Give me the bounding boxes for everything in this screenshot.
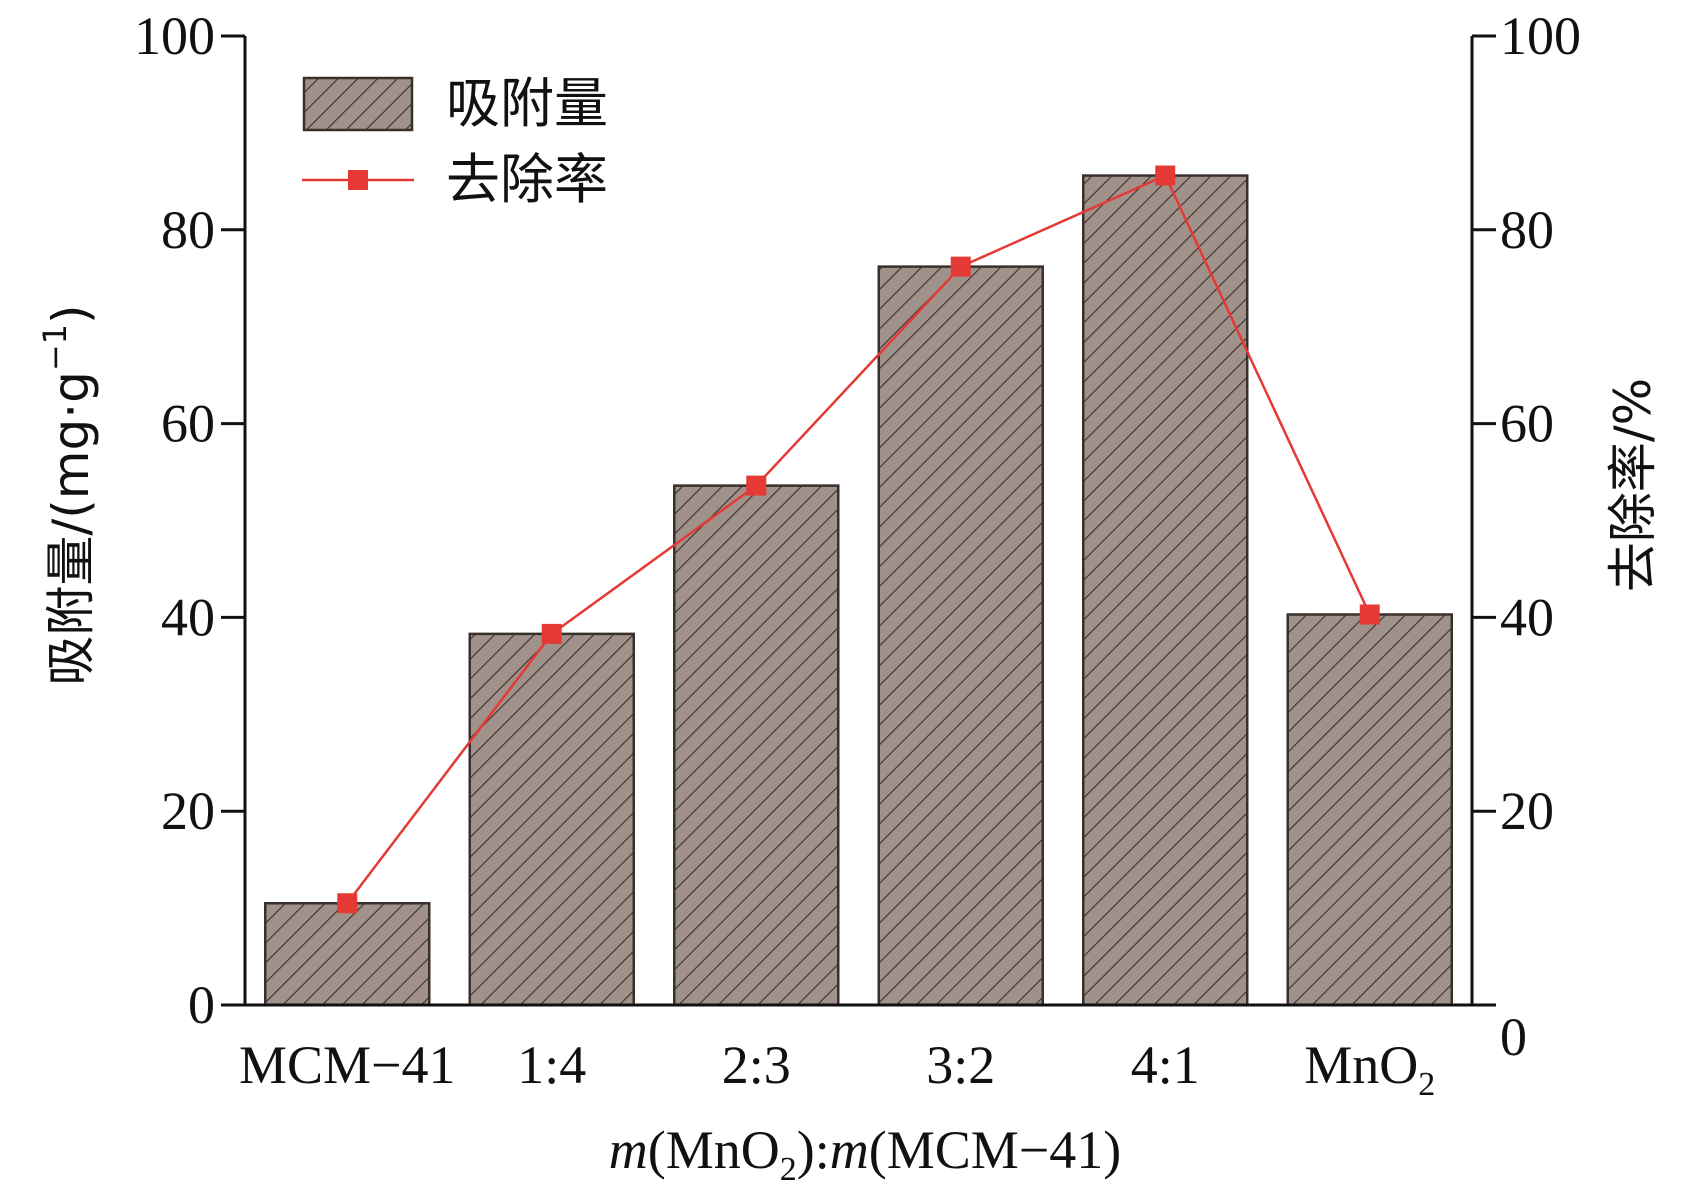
y2-tick-label: 60 [1500, 394, 1554, 454]
legend-label-bar: 吸附量 [446, 72, 608, 135]
line-series-removal [346, 173, 1371, 905]
bar [264, 902, 431, 1007]
x-axis-title-sub: 2 [780, 1151, 797, 1188]
x-axis-title-m1: m [609, 1120, 648, 1180]
x-category-labels: MCM−41 1:4 2:3 3:2 4:1 MnO2 [239, 1035, 1435, 1103]
legend: 吸附量 去除率 [302, 72, 608, 211]
x-tick-label: 2:3 [722, 1035, 791, 1095]
x-tick-label: 4:1 [1131, 1035, 1200, 1095]
legend-bar-swatch [302, 76, 414, 132]
line-point [746, 475, 767, 496]
line-series-group [337, 165, 1380, 914]
line-point [950, 256, 971, 277]
y-tick-label: 0 [188, 975, 215, 1035]
y2-tick-label: 20 [1500, 781, 1554, 841]
x-tick-label: MnO2 [1304, 1035, 1435, 1103]
x-axis-title: m(MnO2):m(MCM−41) [609, 1120, 1121, 1188]
y-axis-title: 吸附量/(mg·g−1) [36, 304, 100, 685]
y2-axis-title: 去除率/% [1604, 378, 1662, 592]
x-axis-title-p3: (MCM−41) [869, 1120, 1121, 1180]
y2-tick-label: 0 [1500, 1007, 1527, 1067]
bar-group [264, 174, 1453, 1007]
y-axis-title-superscript: −1 [36, 324, 74, 371]
x-tick-label: MCM−41 [239, 1035, 456, 1095]
x-tick-label: 1:4 [517, 1035, 586, 1095]
y-axis-title-main: 吸附量/(mg·g [42, 371, 100, 685]
bar [877, 265, 1044, 1007]
axes [243, 36, 1474, 1007]
line-point [1359, 604, 1380, 625]
line-point [541, 623, 562, 644]
y-tick-label: 80 [161, 200, 215, 260]
y2-tick-label: 80 [1500, 200, 1554, 260]
y-tick-label: 60 [161, 394, 215, 454]
y-tick-label: 40 [161, 587, 215, 647]
y-tick-label: 100 [134, 6, 215, 66]
tick-group: 0 20 40 60 80 100 0 20 40 60 80 100 [134, 6, 1581, 1067]
bar [1286, 613, 1453, 1007]
y-axis-title-close: ) [42, 304, 100, 324]
x-axis-title-p2: ): [797, 1120, 830, 1180]
x-axis-title-p1: (MnO [648, 1120, 780, 1180]
y2-tick-label: 100 [1500, 6, 1581, 66]
legend-label-line: 去除率 [446, 148, 608, 211]
bar [673, 484, 840, 1007]
line-point [337, 893, 358, 914]
x-axis-title-m2: m [830, 1120, 869, 1180]
y-tick-label: 20 [161, 781, 215, 841]
legend-marker-swatch [348, 170, 368, 190]
y2-tick-label: 40 [1500, 587, 1554, 647]
x-tick-label: 3:2 [926, 1035, 995, 1095]
line-point [1155, 165, 1176, 186]
bar [468, 632, 635, 1007]
bar [1082, 174, 1249, 1007]
